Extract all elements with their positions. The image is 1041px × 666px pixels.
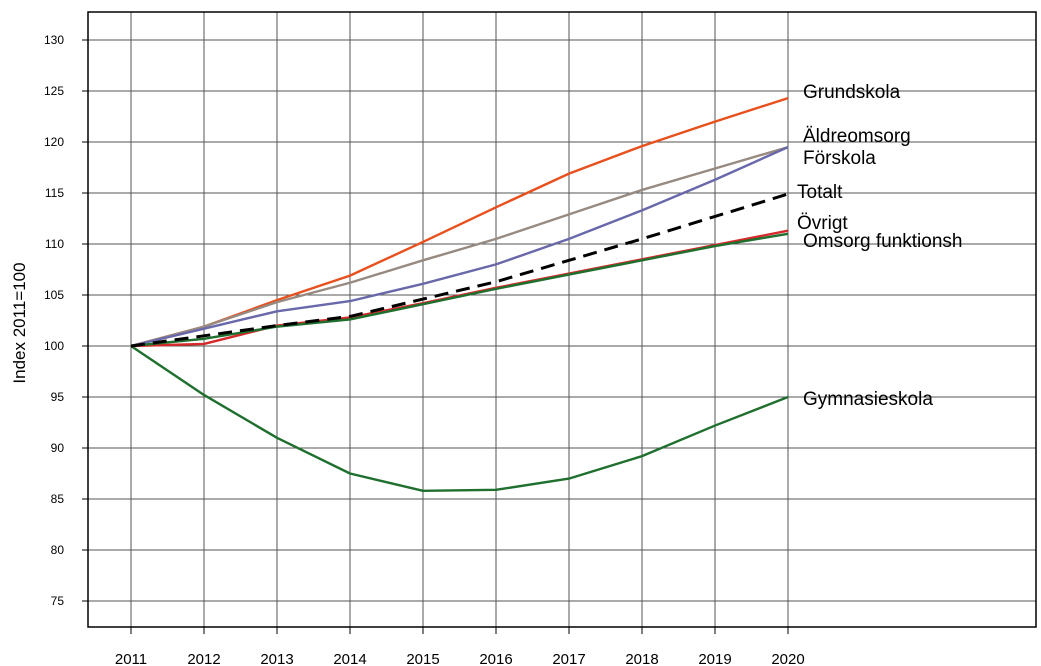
x-axis-ticks: 2011 2012 2013 2014 2015 2016 2017 2018 2019 2020 <box>115 627 805 666</box>
x-tick-label: 2013 <box>260 651 293 666</box>
series-line-aldreomsorg <box>130 145 789 348</box>
series-label-totalt: Totalt <box>797 182 843 203</box>
series-label-grundskola: Grundskola <box>803 82 901 103</box>
x-tick-label: 2019 <box>698 651 731 666</box>
series-label-omsorg-funktionsh: Omsorg funktionsh <box>803 231 962 252</box>
series-label-ovrigt: Övrigt <box>797 213 848 234</box>
y-tick-label: 75 <box>51 594 65 608</box>
y-tick-label: 105 <box>44 288 64 302</box>
y-tick-label: 110 <box>45 237 64 251</box>
y-axis-label: Index 2011=100 <box>10 262 29 383</box>
x-tick-label: 2011 <box>115 651 147 666</box>
x-tick-label: 2018 <box>625 651 658 666</box>
y-tick-label: 95 <box>51 390 65 404</box>
y-tick-label: 85 <box>51 492 65 506</box>
x-tick-label: 2014 <box>333 651 366 666</box>
y-tick-label: 120 <box>44 135 64 149</box>
y-tick-label: 80 <box>51 543 65 557</box>
y-tick-label: 90 <box>51 441 65 455</box>
y-tick-label: 100 <box>44 339 64 353</box>
y-tick-label: 125 <box>44 84 64 98</box>
y-axis-ticks: 75 80 85 90 95 100 105 110 115 120 125 130 <box>44 33 88 608</box>
series-label-aldreomsorg: Äldreomsorg <box>803 126 911 147</box>
x-tick-label: 2012 <box>187 651 220 666</box>
series-line-totalt <box>130 192 789 348</box>
grid <box>88 12 1036 627</box>
series-line-gymnasieskola <box>130 345 789 493</box>
x-tick-label: 2015 <box>406 651 439 666</box>
x-tick-label: 2017 <box>552 651 585 666</box>
y-tick-label: 130 <box>44 33 64 47</box>
series-line-forskola <box>130 146 789 348</box>
y-tick-label: 115 <box>45 186 64 200</box>
series-label-gymnasieskola: Gymnasieskola <box>803 389 933 410</box>
series-label-forskola: Förskola <box>803 148 876 169</box>
x-tick-label: 2016 <box>479 651 512 666</box>
x-tick-label: 2020 <box>771 651 804 666</box>
series-lines <box>130 96 789 493</box>
series-line-omsorg-funktionsh <box>130 232 789 348</box>
plot-frame <box>87 11 1037 628</box>
